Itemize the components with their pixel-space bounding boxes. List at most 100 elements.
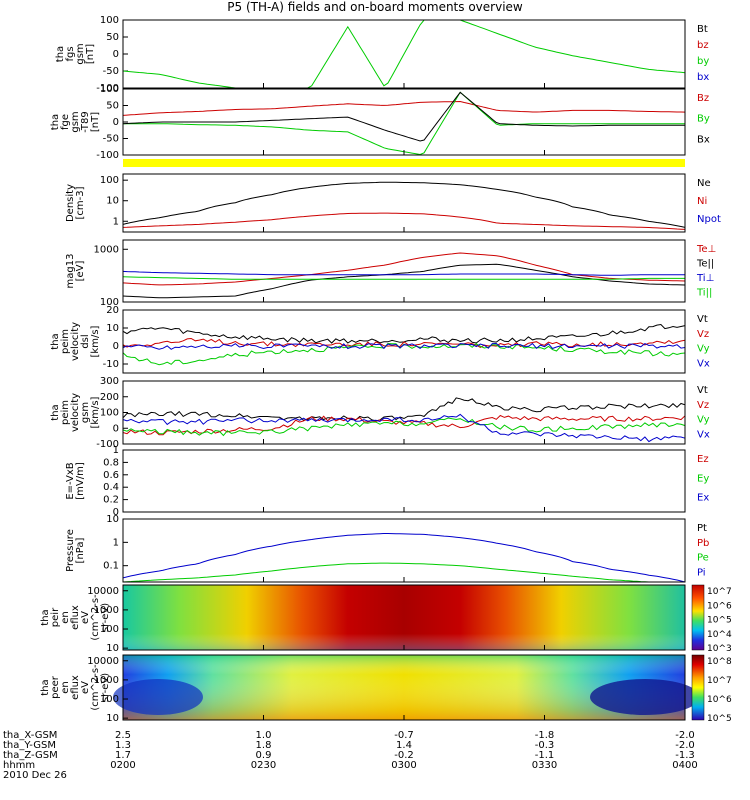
y-axis-label: sr-eV) — [100, 603, 111, 632]
series-line-Ni — [122, 212, 686, 230]
legend-label-Ti||: Ti|| — [696, 288, 712, 299]
y-tick-label: 50 — [106, 101, 119, 112]
colorbar-tick-label: 10^7 — [707, 676, 732, 686]
ephemeris-value: 0230 — [251, 760, 276, 771]
y-axis-label: velocity — [70, 322, 81, 361]
colorbar-tick-label: 10^8 — [707, 657, 732, 667]
colorbar-tick-label: 10^5 — [707, 714, 732, 724]
spectrogram-shade-8 — [123, 585, 685, 650]
colorbar-tick-label: 10^7 — [707, 587, 732, 597]
y-tick-label: -100 — [96, 439, 119, 450]
ephemeris-value: 1.8 — [256, 740, 272, 751]
y-tick-label: -100 — [96, 83, 119, 94]
legend-label-Vx: Vx — [697, 358, 710, 369]
series-line-Vx — [122, 342, 686, 350]
colorbar-tick-label: 10^6 — [707, 695, 732, 705]
y-tick-label: 10000 — [87, 586, 119, 597]
ephemeris-value: -0.2 — [394, 750, 414, 761]
legend-label-Pi: Pi — [697, 567, 706, 578]
y-tick-label: 10 — [106, 196, 119, 207]
y-axis-label: peim — [60, 329, 71, 354]
legend-label-Vt: Vt — [697, 385, 708, 396]
orbit-band — [123, 159, 685, 167]
series-line-Pe — [122, 562, 685, 583]
spectrogram-blob-left — [113, 679, 203, 715]
y-axis-label: Density — [65, 184, 76, 222]
legend-label-Pe: Pe — [697, 553, 709, 564]
ephemeris-value: 0200 — [110, 760, 135, 771]
y-tick-label: 0.1 — [103, 561, 119, 572]
y-tick-label: 300 — [100, 376, 119, 387]
legend-label-Vz: Vz — [697, 400, 709, 411]
series-line-Ne — [122, 181, 686, 228]
y-tick-label: -50 — [103, 66, 119, 77]
y-axis-label: eflux — [70, 605, 81, 630]
legend-label-By: By — [697, 114, 710, 125]
legend-label-Bt: Bt — [697, 24, 708, 35]
spectrogram-blob-right — [590, 679, 700, 715]
legend-label-Pt: Pt — [697, 523, 707, 534]
ephemeris-value: 0330 — [532, 760, 557, 771]
y-axis-label: E=-VxB — [65, 462, 76, 499]
ephemeris-value: -1.3 — [675, 750, 695, 761]
legend-label-Ni: Ni — [697, 196, 707, 207]
y-tick-label: -50 — [103, 134, 119, 145]
series-line-Vz — [122, 414, 686, 436]
y-axis-label: peim — [60, 400, 71, 425]
legend-label-Npot: Npot — [697, 214, 721, 225]
y-axis-label: gsm — [80, 402, 91, 423]
y-axis-label: mag13 — [65, 254, 76, 289]
legend-label-Vx: Vx — [697, 429, 710, 440]
y-axis-label: [nT] — [90, 112, 101, 132]
series-line-Vt — [122, 397, 686, 422]
panel-frame-6 — [122, 449, 686, 513]
y-axis-label: gsm — [70, 111, 81, 132]
legend-label-Ez: Ez — [697, 454, 709, 465]
legend-label-Vy: Vy — [697, 415, 710, 426]
y-axis-label: gsm — [75, 43, 86, 64]
y-tick-label: 100 — [100, 694, 119, 705]
legend-label-Vt: Vt — [697, 314, 708, 325]
chart-title: P5 (TH-A) fields and on-board moments ov… — [227, 0, 523, 14]
y-axis-label: fge — [60, 114, 71, 130]
y-axis-label: [cm-3] — [75, 186, 86, 219]
y-tick-label: 10 — [106, 713, 119, 724]
spectrogram-shade-9 — [123, 655, 685, 720]
legend-label-Te||: Te|| — [696, 259, 714, 270]
legend-label-by: by — [697, 56, 709, 67]
y-tick-label: -100 — [96, 150, 119, 161]
series-line-Te|| — [122, 263, 686, 299]
y-axis-label: tha — [40, 679, 51, 695]
colorbar-tick-label: 10^4 — [707, 630, 732, 640]
y-tick-label: 200 — [100, 392, 119, 403]
y-axis-label: Pressure — [65, 529, 76, 572]
y-axis-label: tha — [55, 46, 66, 62]
series-line-Bx — [122, 91, 685, 142]
ephemeris-row-label: tha_X-GSM — [3, 730, 57, 741]
y-tick-label: 0 — [113, 507, 119, 518]
y-tick-label: 1000 — [94, 675, 119, 686]
legend-label-Ne: Ne — [697, 178, 711, 189]
legend-label-Bx: Bx — [697, 134, 710, 145]
ephemeris-value: -1.1 — [535, 750, 555, 761]
colorbar-tick-label: 10^6 — [707, 601, 732, 611]
y-tick-label: 0 — [113, 117, 119, 128]
y-axis-label: eV — [80, 611, 91, 624]
legend-label-Ey: Ey — [697, 473, 709, 484]
y-axis-label: peer — [50, 675, 61, 699]
colorbar-tick-label: 10^5 — [707, 616, 732, 626]
y-tick-label: 100 — [100, 175, 119, 186]
y-tick-label: 0.2 — [103, 495, 119, 506]
y-axis-label: (cm^2-s- — [90, 664, 101, 711]
ephemeris-value: 0.9 — [256, 750, 272, 761]
series-line-Vy — [122, 417, 686, 437]
y-axis-label: sr-eV) — [100, 673, 111, 702]
y-axis-label: [km/s] — [90, 325, 101, 357]
ephemeris-value: 0400 — [672, 760, 697, 771]
y-axis-label: eV — [80, 681, 91, 694]
y-tick-label: 100 — [100, 15, 119, 26]
y-tick-label: 100 — [100, 297, 119, 308]
y-tick-label: 100 — [100, 624, 119, 635]
ephemeris-value: 1.4 — [396, 740, 412, 751]
